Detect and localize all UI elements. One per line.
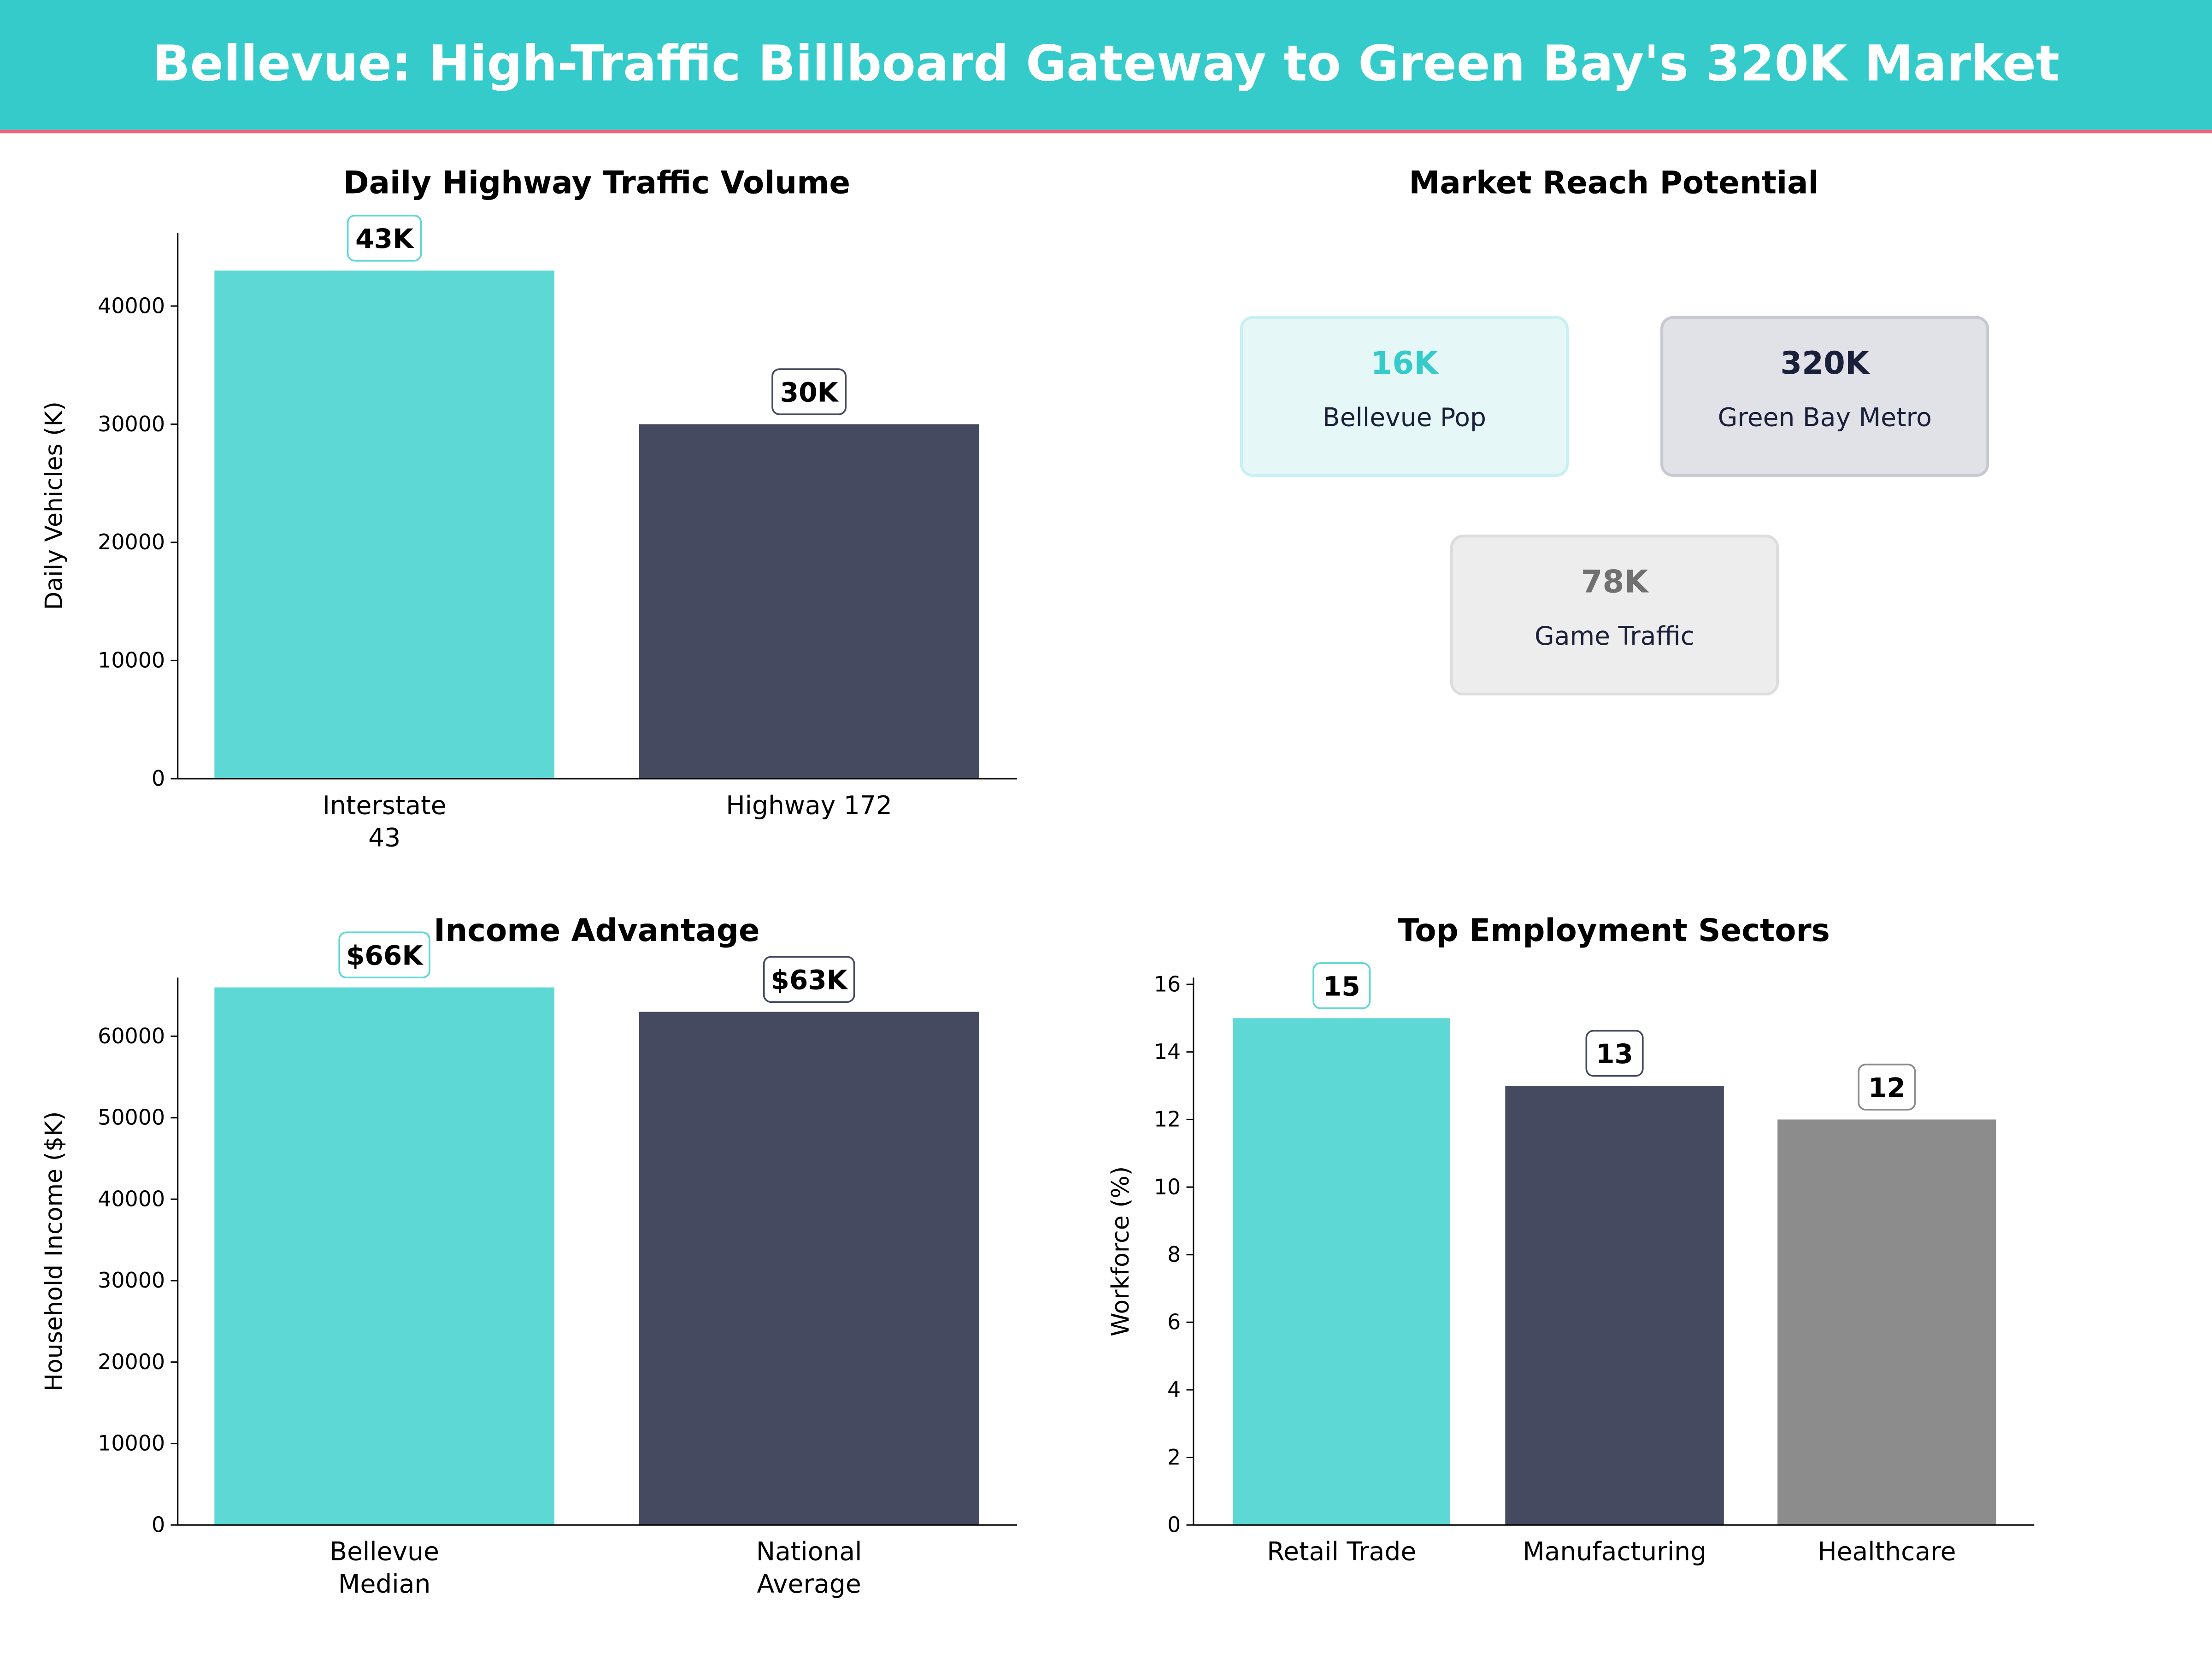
x-tick-label: National [756, 1537, 862, 1566]
metric-card [1240, 316, 1569, 477]
x-tick-label: Median [338, 1569, 430, 1599]
data-label-box [1858, 1064, 1916, 1111]
metric-card [1660, 316, 1989, 477]
y-axis-label: Workforce (%) [1107, 1166, 1135, 1336]
chart-title: Daily Highway Traffic Volume [343, 164, 850, 200]
y-tick-label: 50000 [98, 1105, 165, 1130]
y-tick-label: 2 [1167, 1445, 1181, 1470]
data-label-box [1585, 1030, 1644, 1077]
market-reach-panel: Market Reach Potential 16K Bellevue Pop 32… [1240, 164, 1989, 696]
x-tick-label: Interstate [323, 790, 447, 820]
y-tick-label: 60000 [98, 1024, 165, 1048]
bar [1777, 1119, 1996, 1525]
data-label: 13 [1596, 1038, 1633, 1070]
bar [1505, 1086, 1724, 1525]
y-axis-label: Household Income ($K) [41, 1111, 68, 1391]
data-label: 43K [355, 223, 414, 254]
y-tick-label: 10000 [98, 1431, 165, 1456]
header-accent-line [0, 129, 2212, 134]
y-tick-label: 20000 [98, 529, 165, 554]
x-tick-label: Healthcare [1818, 1537, 1956, 1566]
bar [1233, 1018, 1450, 1525]
x-tick-label: 43 [368, 823, 400, 853]
data-label-box [1312, 962, 1371, 1009]
metric-label: Game Traffic [1535, 621, 1694, 651]
y-tick-label: 4 [1167, 1377, 1181, 1402]
x-tick-label: Highway 172 [726, 790, 892, 820]
y-tick-label: 8 [1167, 1242, 1181, 1267]
data-label-box [763, 956, 855, 1003]
y-tick-label: 40000 [98, 1186, 165, 1211]
y-tick-label: 0 [152, 1512, 165, 1537]
data-label: 15 [1323, 971, 1360, 1002]
bar [639, 1012, 979, 1525]
data-label-box [338, 931, 430, 979]
y-tick-label: 10000 [98, 648, 165, 673]
y-tick-label: 14 [1154, 1039, 1181, 1064]
traffic-chart: Daily Highway Traffic Volume 43K Intersta… [41, 164, 1018, 853]
metric-label: Bellevue Pop [1323, 402, 1486, 432]
data-label: $66K [346, 940, 424, 971]
bar [214, 271, 555, 779]
chart-title: Top Employment Sectors [1398, 912, 1830, 948]
y-tick-label: 0 [1167, 1512, 1181, 1537]
data-label: 12 [1868, 1072, 1906, 1103]
data-label: 30K [780, 377, 839, 408]
y-tick-label: 20000 [98, 1349, 165, 1374]
data-label-box [347, 214, 422, 262]
y-tick-label: 0 [152, 766, 165, 791]
y-tick-label: 12 [1154, 1107, 1181, 1132]
data-label: $63K [771, 965, 848, 996]
y-tick-label: 6 [1167, 1310, 1181, 1335]
x-tick-label: Bellevue [329, 1537, 439, 1566]
data-label-box [771, 368, 847, 415]
y-tick-label: 30000 [98, 1268, 165, 1293]
y-tick-label: 40000 [98, 293, 165, 318]
page-title: Bellevue: High-Traffic Billboard Gateway… [153, 35, 2059, 92]
income-chart: Income Advantage $66K Bellevue Median $63K N… [41, 912, 1018, 1599]
header-bar [0, 0, 2212, 130]
y-tick-label: 30000 [98, 412, 165, 436]
metric-card [1450, 535, 1779, 696]
bar [639, 424, 979, 779]
panel-title: Market Reach Potential [1409, 164, 1818, 200]
y-axis-label: Daily Vehicles (K) [41, 401, 68, 610]
bar [214, 987, 555, 1525]
x-tick-label: Retail Trade [1267, 1537, 1416, 1566]
metric-value: 320K [1780, 345, 1871, 381]
employment-chart: Top Employment Sectors 15 Retail Trade 13 M… [1107, 912, 2035, 1566]
x-tick-label: Manufacturing [1523, 1537, 1706, 1566]
chart-title: Income Advantage [434, 912, 759, 948]
y-tick-label: 16 [1154, 971, 1181, 996]
metric-label: Green Bay Metro [1718, 402, 1932, 432]
metric-value: 16K [1371, 345, 1440, 381]
metric-value: 78K [1581, 564, 1650, 600]
y-tick-label: 10 [1154, 1174, 1181, 1199]
x-tick-label: Average [757, 1569, 861, 1599]
